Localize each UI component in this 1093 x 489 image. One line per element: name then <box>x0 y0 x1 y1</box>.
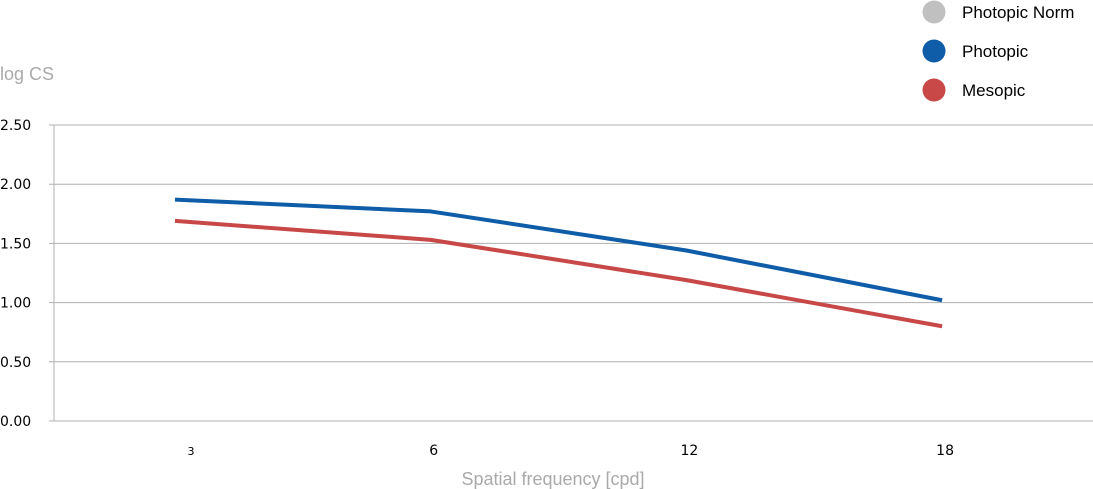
series-line-photopic <box>174 197 943 303</box>
y-tick-label: 2.50 <box>0 118 31 134</box>
x-tick-labels: 3 6 12 18 <box>188 443 955 459</box>
legend-marker <box>922 0 946 24</box>
y-axis-label: log CS <box>0 64 54 84</box>
y-tick-label: 2.00 <box>0 177 31 193</box>
x-tick-label: 6 <box>429 443 438 459</box>
legend-marker <box>922 39 946 63</box>
legend-marker <box>922 78 946 102</box>
series-lines <box>174 197 943 329</box>
legend-label: Photopic <box>962 42 1029 61</box>
x-tick-label: 12 <box>680 443 698 459</box>
x-tick-label: 18 <box>936 443 954 459</box>
legend: Photopic Norm Photopic Mesopic <box>922 0 1074 102</box>
legend-label: Mesopic <box>962 81 1026 100</box>
gridlines <box>49 124 1093 422</box>
y-tick-label: 1.50 <box>0 236 31 252</box>
y-tick-labels: 0.00 0.50 1.00 1.50 2.00 2.50 <box>0 118 31 430</box>
y-tick-label: 0.50 <box>0 355 31 371</box>
y-tick-label: 0.00 <box>0 414 31 430</box>
x-tick-label: 3 <box>188 445 195 458</box>
series-line-mesopic <box>174 218 943 329</box>
legend-label: Photopic Norm <box>962 3 1074 22</box>
y-tick-label: 1.00 <box>0 296 31 312</box>
x-axis-label: Spatial frequency [cpd] <box>461 469 644 489</box>
